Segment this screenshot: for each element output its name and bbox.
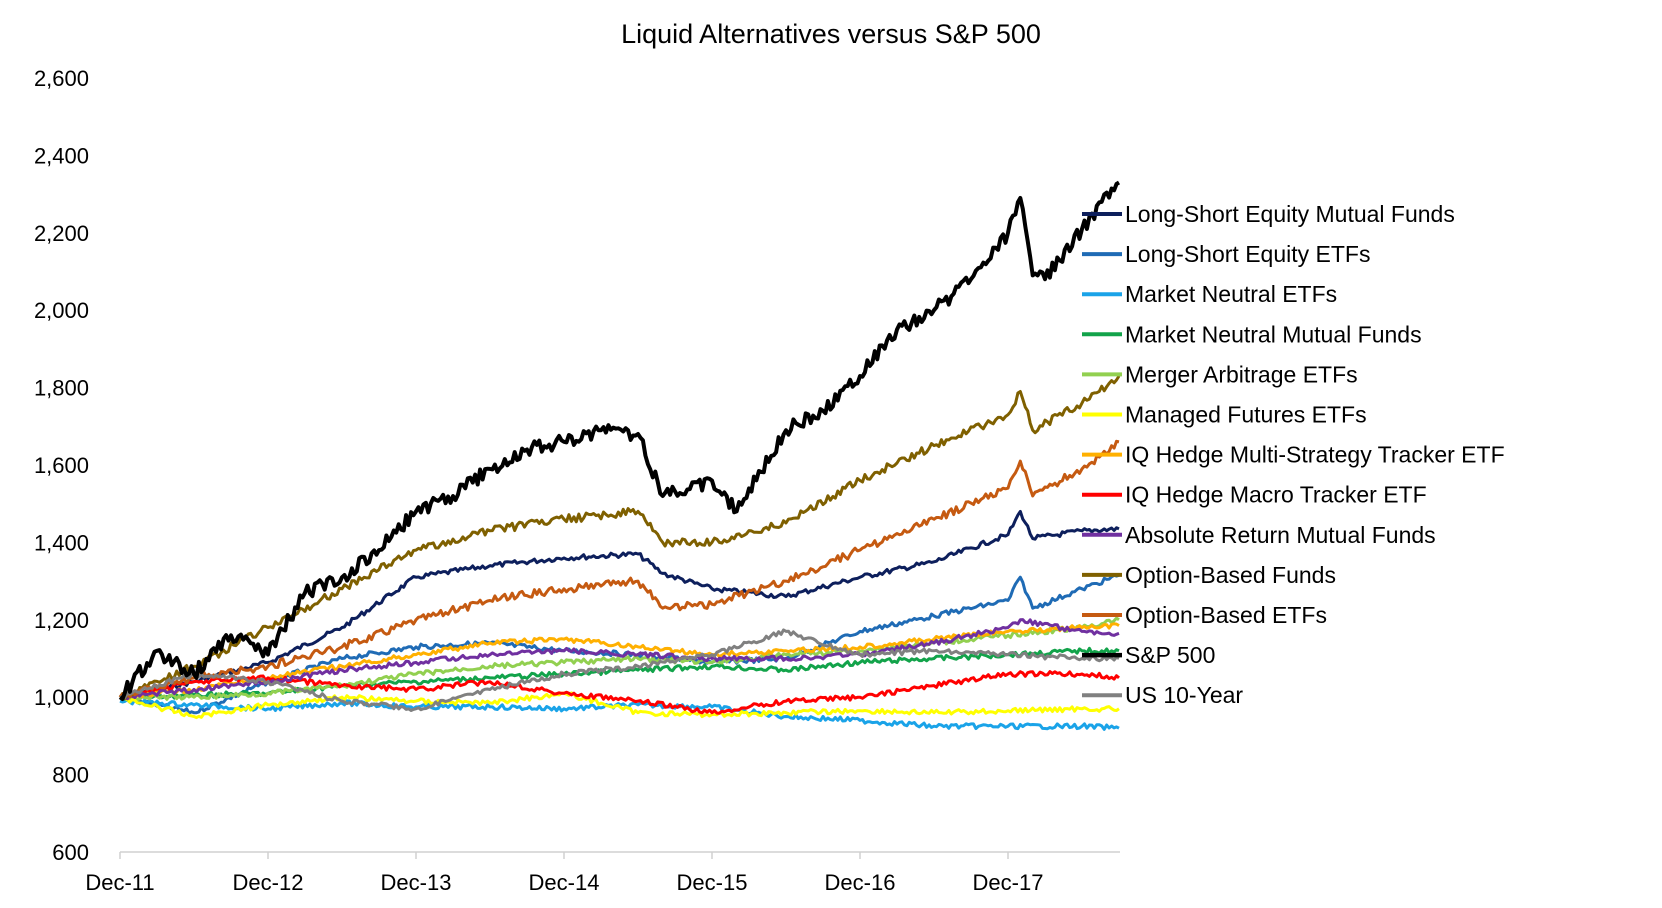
y-tick-label: 1,800 — [34, 376, 89, 401]
series-line — [119, 509, 1120, 699]
series-line — [119, 618, 1120, 701]
series-line — [119, 628, 1120, 712]
series-line — [119, 698, 1120, 731]
legend-label: IQ Hedge Multi-Strategy Tracker ETF — [1125, 442, 1505, 468]
series-line — [119, 622, 1120, 699]
series-line — [118, 439, 1120, 699]
y-tick-label: 2,600 — [34, 66, 89, 91]
legend-label: Absolute Return Mutual Funds — [1125, 522, 1436, 548]
legend-label: IQ Hedge Macro Tracker ETF — [1125, 482, 1427, 508]
x-tick-label: Dec-17 — [973, 870, 1044, 895]
legend-label: Managed Futures ETFs — [1125, 402, 1367, 428]
x-axis: Dec-11 Dec-12 Dec-13 Dec-14 Dec-15 Dec-16 Dec-… — [85, 851, 1120, 895]
y-tick-label: 1,200 — [34, 608, 89, 633]
y-tick-label: 800 — [52, 763, 89, 788]
y-tick-label: 2,400 — [34, 143, 89, 168]
series-line — [119, 691, 1120, 720]
y-tick-label: 600 — [52, 840, 89, 865]
legend: Long-Short Equity Mutual Funds Long-Short… — [1082, 201, 1505, 708]
x-tick-label: Dec-15 — [677, 870, 748, 895]
x-tick-label: Dec-13 — [381, 870, 452, 895]
legend-label: Option-Based ETFs — [1125, 602, 1327, 628]
legend-label: Long-Short Equity Mutual Funds — [1125, 201, 1455, 227]
series-line — [119, 616, 1120, 702]
legend-label: Merger Arbitrage ETFs — [1125, 361, 1358, 387]
series-lines — [118, 180, 1121, 731]
y-tick-label: 2,200 — [34, 221, 89, 246]
y-tick-label: 1,600 — [34, 453, 89, 478]
chart-title: Liquid Alternatives versus S&P 500 — [621, 19, 1041, 49]
y-tick-label: 1,000 — [34, 685, 89, 710]
x-tick-label: Dec-12 — [233, 870, 304, 895]
x-tick-label: Dec-14 — [529, 870, 600, 895]
y-tick-label: 1,400 — [34, 530, 89, 555]
legend-label: Market Neutral Mutual Funds — [1125, 321, 1422, 347]
legend-label: Option-Based Funds — [1125, 562, 1336, 588]
series-line — [118, 180, 1121, 701]
legend-label: US 10-Year — [1125, 682, 1243, 708]
y-axis: 600 800 1,000 1,200 1,400 1,600 1,800 2,000 2,20… — [34, 66, 89, 865]
legend-label: Long-Short Equity ETFs — [1125, 241, 1370, 267]
x-tick-label: Dec-11 — [85, 870, 154, 895]
y-tick-label: 2,000 — [34, 298, 89, 323]
legend-label: S&P 500 — [1125, 642, 1215, 668]
legend-label: Market Neutral ETFs — [1125, 281, 1337, 307]
x-tick-label: Dec-16 — [825, 870, 896, 895]
